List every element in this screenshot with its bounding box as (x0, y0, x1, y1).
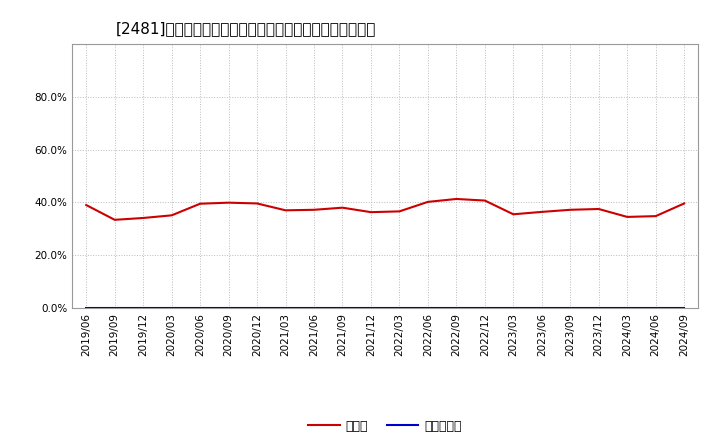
有利子負債 (623, 305, 631, 311)
現預金 (167, 213, 176, 218)
有利子負債 (595, 305, 603, 311)
現預金 (595, 206, 603, 212)
有利子負債 (537, 305, 546, 311)
現預金 (423, 199, 432, 205)
有利子負債 (566, 305, 575, 311)
現預金 (338, 205, 347, 210)
有利子負債 (139, 305, 148, 311)
有利子負債 (652, 305, 660, 311)
有利子負債 (225, 305, 233, 311)
現預金 (680, 201, 688, 206)
有利子負債 (282, 305, 290, 311)
現預金 (253, 201, 261, 206)
現預金 (566, 207, 575, 213)
有利子負債 (680, 305, 688, 311)
有利子負債 (196, 305, 204, 311)
有利子負債 (509, 305, 518, 311)
現預金 (110, 217, 119, 223)
有利子負債 (423, 305, 432, 311)
現預金 (82, 202, 91, 208)
現預金 (537, 209, 546, 215)
Legend: 現預金, 有利子負債: 現預金, 有利子負債 (303, 414, 467, 437)
有利子負債 (338, 305, 347, 311)
有利子負債 (82, 305, 91, 311)
現預金 (480, 198, 489, 203)
Text: [2481]　現預金、有利子負債の総資産に対する比率の推移: [2481] 現預金、有利子負債の総資産に対する比率の推移 (116, 21, 377, 36)
現預金 (225, 200, 233, 205)
有利子負債 (253, 305, 261, 311)
現預金 (395, 209, 404, 214)
有利子負債 (310, 305, 318, 311)
現預金 (282, 208, 290, 213)
現預金 (310, 207, 318, 213)
現預金 (139, 215, 148, 220)
有利子負債 (110, 305, 119, 311)
現預金 (509, 212, 518, 217)
有利子負債 (167, 305, 176, 311)
有利子負債 (366, 305, 375, 311)
現預金 (623, 214, 631, 220)
現預金 (366, 209, 375, 215)
現預金 (652, 213, 660, 219)
Line: 現預金: 現預金 (86, 199, 684, 220)
有利子負債 (452, 305, 461, 311)
現預金 (452, 196, 461, 202)
現預金 (196, 201, 204, 206)
有利子負債 (480, 305, 489, 311)
有利子負債 (395, 305, 404, 311)
